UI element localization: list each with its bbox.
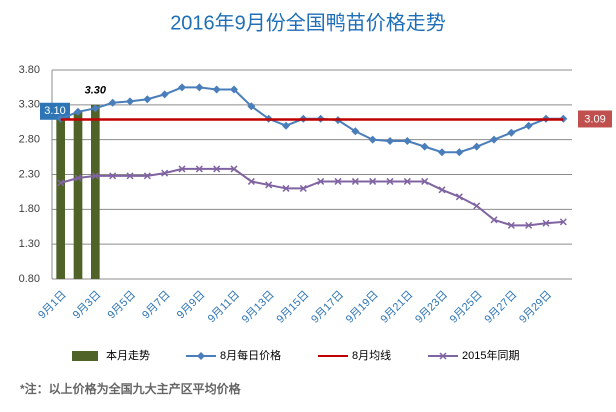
marker: [473, 202, 481, 210]
marker: [438, 186, 446, 194]
marker: [213, 165, 221, 173]
marker: [282, 121, 290, 130]
marker: [160, 90, 169, 99]
marker: [455, 193, 463, 201]
marker: [195, 83, 204, 92]
legend-swatch: [72, 351, 98, 361]
marker: [230, 85, 238, 94]
legend-label: 8月每日价格: [220, 348, 281, 362]
marker: [247, 177, 255, 185]
marker: [161, 169, 169, 177]
marker: [178, 165, 186, 173]
value-label-box: [40, 102, 70, 120]
legend-label: 2015年同期: [462, 348, 519, 362]
marker: [559, 218, 567, 226]
marker: [126, 172, 134, 180]
marker: [247, 102, 256, 111]
y-tick-label: 1.30: [19, 238, 40, 250]
marker: [524, 121, 533, 130]
value-label: 3.09: [584, 113, 605, 125]
marker: [403, 177, 411, 185]
marker: [334, 177, 342, 185]
marker: [455, 148, 464, 157]
bar: [56, 118, 65, 280]
y-tick-label: 2.30: [19, 168, 40, 180]
marker: [230, 165, 238, 173]
chart-title: 2016年9月份全国鸭苗价格走势: [170, 11, 446, 34]
marker: [57, 179, 65, 187]
marker: [420, 142, 429, 151]
marker: [109, 172, 117, 180]
y-tick-label: 3.30: [19, 99, 40, 111]
marker: [143, 95, 152, 104]
y-tick-label: 1.80: [19, 203, 40, 215]
legend-marker: [197, 352, 205, 360]
marker: [74, 107, 82, 116]
bar: [91, 104, 100, 279]
legend-marker: [439, 352, 447, 360]
marker: [317, 177, 325, 185]
bar: [73, 111, 83, 279]
marker: [351, 177, 359, 185]
value-label: 3.10: [44, 105, 65, 117]
marker: [91, 104, 100, 113]
marker: [74, 174, 82, 182]
marker: [126, 97, 134, 106]
legend-label: 本月走势: [106, 348, 150, 362]
y-tick-label: 0.80: [19, 273, 40, 285]
marker: [369, 177, 377, 185]
marker: [178, 83, 186, 92]
marker: [265, 181, 273, 189]
marker: [195, 165, 203, 173]
marker: [386, 177, 394, 185]
y-tick-label: 3.80: [19, 64, 40, 76]
marker: [507, 221, 515, 229]
marker: [525, 221, 533, 229]
marker: [299, 184, 307, 192]
value-label-box: [578, 110, 612, 128]
marker: [368, 135, 377, 144]
legend-label: 8月均线: [352, 348, 391, 362]
marker: [282, 184, 290, 192]
marker: [56, 114, 65, 123]
marker: [490, 135, 498, 144]
marker: [421, 177, 429, 185]
marker: [438, 148, 446, 157]
value-label: 3.30: [85, 85, 107, 97]
marker: [108, 98, 117, 107]
marker: [91, 172, 99, 180]
note: *注：以上价格为全国九大主产区平均价格: [20, 381, 242, 396]
marker: [507, 128, 516, 137]
marker: [490, 216, 498, 224]
y-tick-label: 2.80: [19, 134, 40, 146]
marker: [386, 137, 394, 146]
marker: [472, 142, 481, 151]
marker: [542, 219, 550, 227]
marker: [212, 85, 221, 94]
marker: [143, 172, 151, 180]
marker: [403, 137, 412, 146]
marker: [351, 127, 360, 136]
